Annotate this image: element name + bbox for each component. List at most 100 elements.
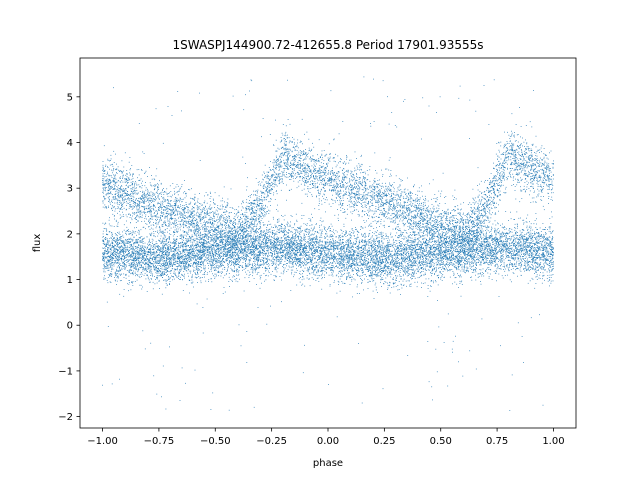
data-point: [190, 272, 191, 274]
data-point: [518, 251, 519, 252]
data-point: [182, 259, 184, 261]
data-point: [431, 261, 433, 263]
data-point: [108, 261, 109, 262]
data-point: [204, 252, 205, 254]
data-point: [226, 216, 227, 218]
data-point: [337, 253, 338, 255]
data-point: [108, 223, 110, 225]
data-point: [190, 230, 192, 232]
data-point: [367, 279, 369, 280]
data-point: [424, 237, 426, 239]
data-point: [277, 239, 279, 241]
data-point: [205, 259, 207, 260]
data-point: [176, 232, 178, 233]
data-point: [236, 269, 237, 271]
data-point: [476, 242, 477, 243]
data-point: [517, 252, 519, 253]
data-point: [441, 260, 443, 261]
data-point: [380, 231, 382, 233]
data-point: [107, 282, 109, 284]
data-point: [255, 235, 256, 237]
data-point: [239, 257, 241, 259]
data-point: [321, 260, 323, 261]
data-point: [290, 247, 291, 248]
data-point: [361, 263, 362, 264]
data-point: [180, 269, 181, 271]
data-point: [426, 244, 428, 246]
data-point: [498, 261, 499, 262]
data-point: [368, 270, 370, 271]
data-point: [266, 242, 268, 243]
data-point: [264, 280, 265, 282]
data-point: [133, 244, 135, 246]
data-point: [439, 254, 440, 255]
data-point: [157, 246, 159, 248]
data-point: [169, 283, 170, 284]
data-point: [174, 254, 176, 256]
data-point: [184, 258, 185, 260]
data-point: [442, 244, 443, 246]
data-point: [325, 233, 326, 235]
data-point: [534, 251, 535, 252]
data-point: [185, 256, 187, 258]
data-point: [551, 254, 553, 255]
data-point: [178, 271, 179, 273]
data-point: [452, 271, 454, 272]
data-point: [370, 276, 372, 278]
data-point: [162, 256, 164, 258]
data-point: [135, 250, 137, 252]
data-point: [454, 281, 456, 283]
data-point: [402, 265, 404, 267]
data-point: [120, 242, 122, 244]
data-point: [367, 258, 369, 259]
data-point: [465, 263, 466, 265]
data-point: [227, 241, 228, 243]
data-point: [296, 262, 298, 264]
data-point: [112, 256, 114, 258]
data-point: [384, 273, 386, 275]
data-point: [313, 250, 314, 252]
data-point: [108, 251, 110, 253]
data-point: [481, 254, 482, 255]
data-point: [489, 235, 491, 237]
data-point: [179, 254, 181, 255]
data-point: [184, 266, 186, 267]
data-point: [551, 244, 553, 245]
data-point: [281, 239, 283, 241]
data-point: [505, 248, 507, 250]
data-point: [113, 250, 115, 251]
data-point: [232, 243, 234, 244]
data-point: [308, 254, 310, 256]
data-point: [299, 273, 300, 274]
data-point: [264, 234, 266, 236]
data-point: [458, 242, 459, 244]
data-point: [464, 244, 466, 246]
data-point: [551, 269, 553, 271]
data-point: [487, 262, 489, 263]
data-point: [307, 257, 309, 259]
data-point: [473, 263, 474, 265]
data-point: [266, 250, 268, 251]
data-point: [459, 236, 460, 238]
data-point: [161, 247, 163, 249]
data-point: [112, 242, 114, 244]
data-point: [138, 245, 139, 247]
data-point: [448, 259, 450, 260]
data-point: [102, 236, 104, 238]
data-point: [382, 243, 384, 245]
data-point: [466, 226, 467, 228]
data-point: [470, 247, 472, 249]
data-point: [515, 253, 517, 254]
data-point: [160, 275, 162, 277]
data-point: [327, 255, 329, 257]
data-point: [527, 232, 529, 233]
data-point: [436, 260, 438, 262]
data-point: [372, 266, 373, 267]
data-point: [502, 245, 504, 247]
data-point: [224, 247, 225, 249]
data-point: [150, 221, 151, 223]
data-point: [123, 236, 125, 238]
data-point: [135, 231, 137, 232]
data-point: [212, 259, 214, 261]
data-point: [149, 228, 151, 230]
